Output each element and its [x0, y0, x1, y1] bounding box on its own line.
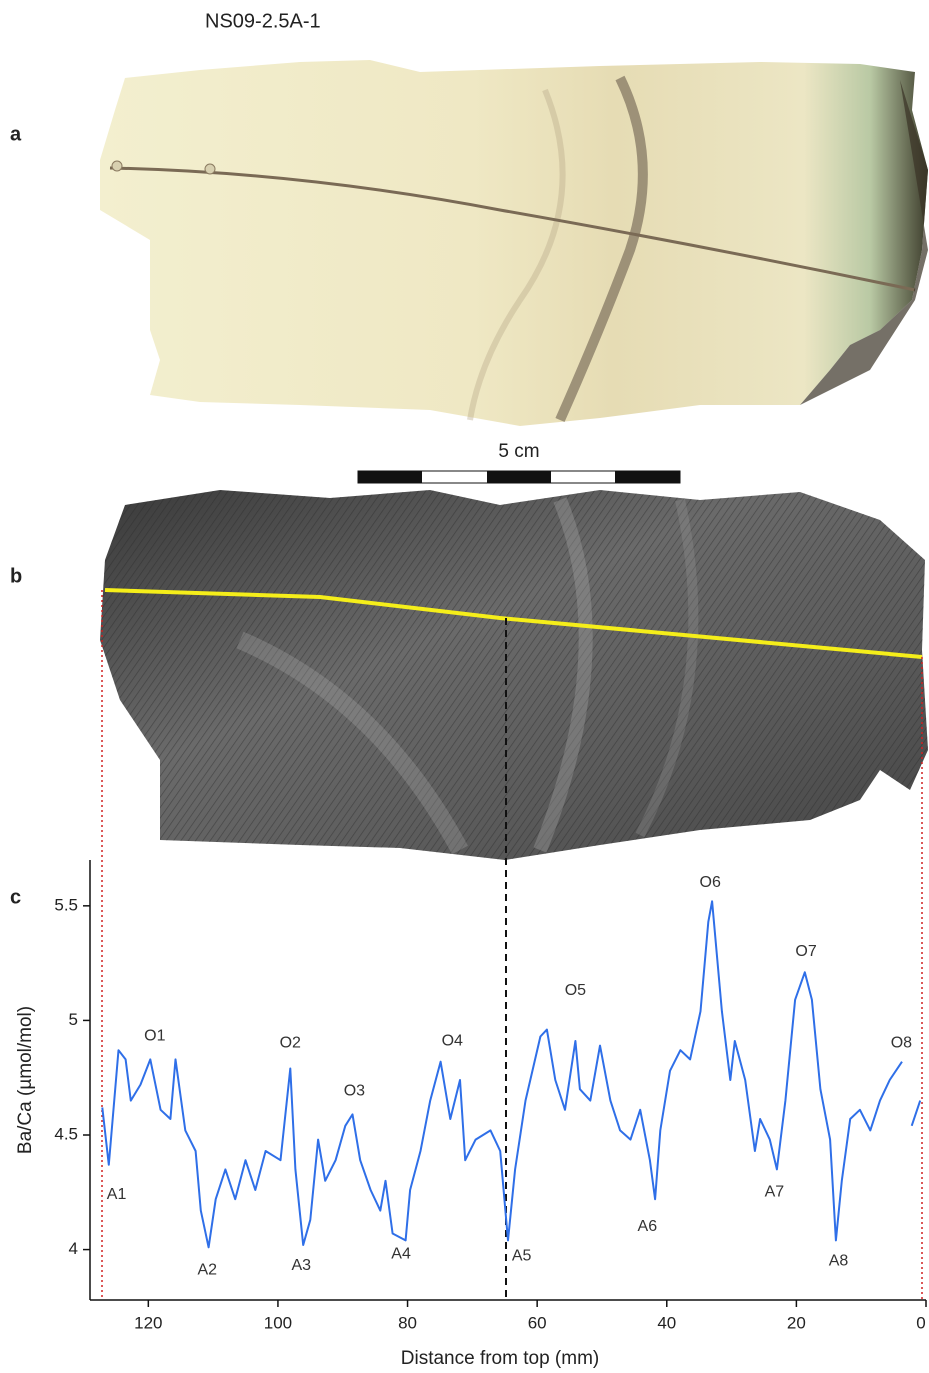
xray-photo [100, 490, 928, 860]
x-tick-label: 60 [528, 1313, 547, 1332]
y-tick-label: 4 [69, 1239, 78, 1258]
panel-label: b [10, 565, 22, 587]
scale-label: 5 cm [498, 441, 539, 462]
x-tick-label: 80 [398, 1313, 417, 1332]
x-axis-label: Distance from top (mm) [401, 1348, 599, 1369]
panel-label: a [10, 123, 22, 145]
annotation: A5 [512, 1248, 532, 1265]
panel-label: c [10, 886, 21, 908]
y-tick-label: 4.5 [54, 1124, 78, 1143]
x-tick-label: 100 [264, 1313, 292, 1332]
annotation: O3 [344, 1083, 365, 1100]
annotation: O7 [795, 943, 816, 960]
x-tick-label: 0 [916, 1313, 925, 1332]
shell-photo [100, 60, 928, 426]
annotation: A8 [829, 1252, 849, 1269]
x-tick-label: 40 [657, 1313, 676, 1332]
annotation: O5 [565, 982, 586, 999]
annotation: O4 [442, 1032, 463, 1049]
data-line [101, 900, 922, 1249]
x-tick-label: 20 [787, 1313, 806, 1332]
y-tick-label: 5.5 [54, 895, 78, 914]
annotation: O2 [280, 1035, 301, 1052]
y-axis-label: Ba/Ca (µmol/mol) [15, 1006, 36, 1154]
annotation: O6 [700, 874, 721, 891]
annotation: A4 [391, 1245, 411, 1262]
scale-bar [357, 470, 681, 484]
annotation: O8 [891, 1035, 912, 1052]
annotation: A3 [291, 1257, 311, 1274]
y-tick-label: 5 [69, 1010, 78, 1029]
annotation: O1 [144, 1028, 165, 1045]
figure-title: NS09-2.5A-1 [205, 10, 321, 32]
annotation: A7 [765, 1184, 785, 1201]
annotation: A2 [198, 1261, 218, 1278]
annotation: A1 [107, 1186, 127, 1203]
x-tick-label: 120 [134, 1313, 162, 1332]
annotation: A6 [638, 1218, 658, 1235]
